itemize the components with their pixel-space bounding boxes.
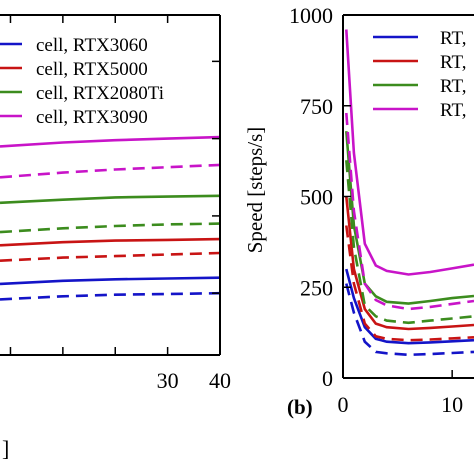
panel-b-series-line-5: [345, 160, 474, 325]
panel-b-y-tick-label: 500: [300, 185, 333, 210]
panel-b-series: [345, 29, 474, 357]
panel-b-label: (b): [287, 395, 313, 419]
panel-b-x-tick-label: 0: [338, 392, 349, 417]
panel-a-legend-label-1: cell, RTX5000: [36, 59, 148, 80]
panel-a-series-line-4: [0, 194, 221, 205]
panel-a-series-line-1: [0, 291, 221, 301]
panel-a-series-line-3: [0, 251, 221, 262]
panel-a-legend-label-2: cell, RTX2080Ti: [36, 83, 164, 104]
panel-b-y-tick-label: 250: [300, 275, 333, 300]
panel-a-series-line-5: [0, 222, 221, 234]
panel-b-y-tick-label: 0: [322, 366, 333, 391]
panel-b-y-axis-label: Speed [steps/s]: [243, 127, 267, 254]
panel-a-axes: 30 40: [0, 14, 231, 393]
panel-a-series: [0, 135, 221, 301]
panel-b-legend-label-0: RT,: [440, 28, 466, 49]
panel-a-series-line-7: [0, 163, 221, 179]
panel-a-series-line-6: [0, 135, 221, 148]
panel-b-legend-label-2: RT,: [440, 76, 466, 97]
panel-b-axes: 0 250 500 750 1000 0 10: [289, 3, 474, 417]
panel-b-legend-label-3: RT,: [440, 100, 466, 121]
panel-b-y-tick-label: 750: [300, 94, 333, 119]
panel-b: 0 250 500 750 1000 0 10 RT, RT, RT, RT, (b) Speed…: [243, 3, 474, 419]
panel-b-series-line-1: [345, 283, 474, 357]
panel-a-legend: cell, RTX3060 cell, RTX5000 cell, RTX2080T…: [0, 35, 164, 128]
panel-b-series-line-7: [345, 112, 474, 311]
panel-a-x-tick-label: 40: [209, 368, 231, 393]
panel-b-series-line-0: [345, 268, 474, 345]
panel-a-series-line-0: [0, 276, 221, 286]
panel-a-series-line-2: [0, 237, 221, 247]
panel-a-x-tick-label: 30: [157, 368, 179, 393]
panel-b-legend: RT, RT, RT, RT,: [373, 28, 466, 121]
panel-a-legend-label-0: cell, RTX3060: [36, 35, 148, 56]
panel-a-xlabel-fragment: ]: [2, 436, 9, 461]
panel-b-series-line-2: [345, 196, 474, 331]
panel-b-x-tick-label: 10: [441, 392, 463, 417]
panel-a-legend-label-3: cell, RTX3090: [36, 107, 148, 128]
panel-b-y-tick-label: 1000: [289, 3, 333, 28]
panel-b-series-line-4: [345, 131, 474, 305]
panel-b-legend-label-1: RT,: [440, 52, 466, 73]
panel-b-series-line-6: [345, 29, 474, 276]
